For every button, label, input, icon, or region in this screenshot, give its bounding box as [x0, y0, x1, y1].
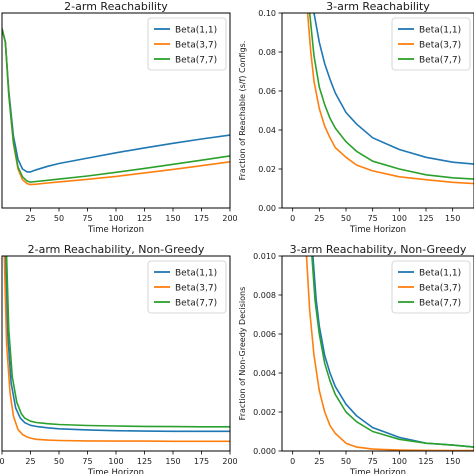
legend-box	[147, 17, 227, 71]
x-tick-label: 0	[290, 214, 295, 223]
y-tick-label: 0.10	[258, 9, 276, 18]
series-group	[3, 256, 230, 443]
x-tick-label: 150	[445, 457, 460, 466]
x-tick-label: 200	[222, 214, 237, 223]
y-tick-label: 0.06	[258, 87, 276, 96]
x-tick-label: 125	[418, 457, 433, 466]
x-tick-label: 125	[137, 214, 152, 223]
y-tick-label: 0.008	[253, 291, 276, 300]
axes-frame	[281, 255, 474, 452]
y-tick-label: 0.00	[258, 204, 276, 213]
legend: Beta(1,1) Beta(3,7) Beta(7,7)	[391, 260, 471, 314]
y-tick-label: 0.000	[253, 447, 276, 456]
y-tick-label: 0.002	[253, 408, 276, 417]
series-line-beta-1-1-	[4, 256, 230, 433]
legend-label: Beta(7,7)	[175, 299, 217, 309]
series-group	[306, 13, 474, 185]
legend: Beta(1,1) Beta(3,7) Beta(7,7)	[147, 17, 227, 71]
series-line-beta-7-7-	[308, 13, 474, 180]
x-axis-label: Time Horizon	[349, 225, 406, 235]
legend-label: Beta(1,1)	[419, 26, 461, 36]
y-tick-label: 0.006	[253, 330, 276, 339]
series-group	[305, 256, 474, 451]
x-tick-label: 75	[82, 214, 92, 223]
legend-label: Beta(3,7)	[419, 284, 461, 294]
x-tick-label: 100	[108, 214, 123, 223]
x-tick-label: 175	[194, 214, 209, 223]
x-tick-label: 200	[222, 457, 237, 466]
series-line-beta-3-7-	[305, 256, 474, 451]
x-tick-label: 150	[165, 214, 180, 223]
x-tick-label: 50	[54, 457, 64, 466]
x-tick-label: 175	[194, 457, 209, 466]
x-tick-label: 150	[445, 214, 460, 223]
chart-title: 2-arm Reachability, Non-Greedy	[28, 243, 205, 256]
axes-frame	[281, 12, 474, 209]
legend: Beta(1,1) Beta(3,7) Beta(7,7)	[147, 260, 227, 314]
legend-label: Beta(3,7)	[175, 41, 217, 51]
x-tick-label: 100	[392, 214, 407, 223]
chart-title: 3-arm Reachability, Non-Greedy	[290, 243, 467, 256]
series-line-beta-3-7-	[3, 256, 230, 443]
x-tick-label: 25	[314, 457, 324, 466]
chart-title: 2-arm Reachability	[64, 0, 168, 13]
x-tick-label: 150	[165, 457, 180, 466]
x-tick-label: 75	[368, 457, 378, 466]
legend-box	[391, 17, 471, 71]
y-tick-label: 0.02	[258, 165, 276, 174]
x-tick-label: 100	[108, 457, 123, 466]
legend-label: Beta(7,7)	[419, 299, 461, 309]
x-tick-label: 25	[25, 214, 35, 223]
x-tick-label: 0	[290, 457, 295, 466]
x-tick-label: 50	[341, 457, 351, 466]
legend-label: Beta(1,1)	[419, 269, 461, 279]
chart-panel-2: 3-arm Reachability 0 25 50 75 100 125 150 Time H…	[238, 0, 474, 235]
legend-label: Beta(7,7)	[175, 56, 217, 66]
chart-panel-4: 3-arm Reachability, Non-Greedy 0 25 50 75 100…	[238, 243, 474, 474]
chart-title: 3-arm Reachability	[326, 0, 430, 13]
x-tick-label: 0	[0, 457, 5, 466]
series-line-beta-7-7-	[311, 256, 474, 448]
x-tick-label: 25	[25, 457, 35, 466]
chart-panel-3: 2-arm Reachability, Non-Greedy 0 25 50 75 100…	[0, 243, 238, 474]
legend-label: Beta(3,7)	[175, 284, 217, 294]
x-tick-label: 75	[368, 214, 378, 223]
x-tick-label: 50	[54, 214, 64, 223]
x-tick-label: 25	[314, 214, 324, 223]
y-axis-label: Fraction of Reachable (s/f) Configs.	[238, 41, 247, 181]
legend-label: Beta(3,7)	[419, 41, 461, 51]
y-tick-label: 0.08	[258, 48, 276, 57]
x-tick-label: 75	[82, 457, 92, 466]
x-tick-label: 100	[392, 457, 407, 466]
legend-label: Beta(1,1)	[175, 269, 217, 279]
y-axis-label: Fraction of Non-Greedy Decisions	[238, 287, 247, 421]
y-tick-label: 0.010	[253, 252, 276, 261]
legend-label: Beta(7,7)	[419, 56, 461, 66]
x-axis-label: Time Horizon	[87, 225, 144, 235]
y-tick-label: 0.004	[253, 369, 276, 378]
x-tick-label: 125	[418, 214, 433, 223]
x-tick-label: 50	[341, 214, 351, 223]
y-tick-label: 0.04	[258, 126, 276, 135]
legend-box	[147, 260, 227, 314]
series-line-beta-7-7-	[5, 256, 230, 428]
x-axis-label: Time Horizon	[349, 468, 406, 474]
legend: Beta(1,1) Beta(3,7) Beta(7,7)	[391, 17, 471, 71]
x-tick-label: 125	[137, 457, 152, 466]
chart-panel-1: 2-arm Reachability 25 50 75 100 125 150 175 200 T…	[1, 0, 238, 235]
legend-box	[391, 260, 471, 314]
series-group	[2, 28, 230, 186]
series-line-beta-7-7-	[2, 28, 230, 183]
series-line-beta-1-1-	[313, 13, 474, 165]
legend-label: Beta(1,1)	[175, 26, 217, 36]
series-line-beta-3-7-	[306, 13, 474, 185]
x-axis-label: Time Horizon	[87, 468, 144, 474]
